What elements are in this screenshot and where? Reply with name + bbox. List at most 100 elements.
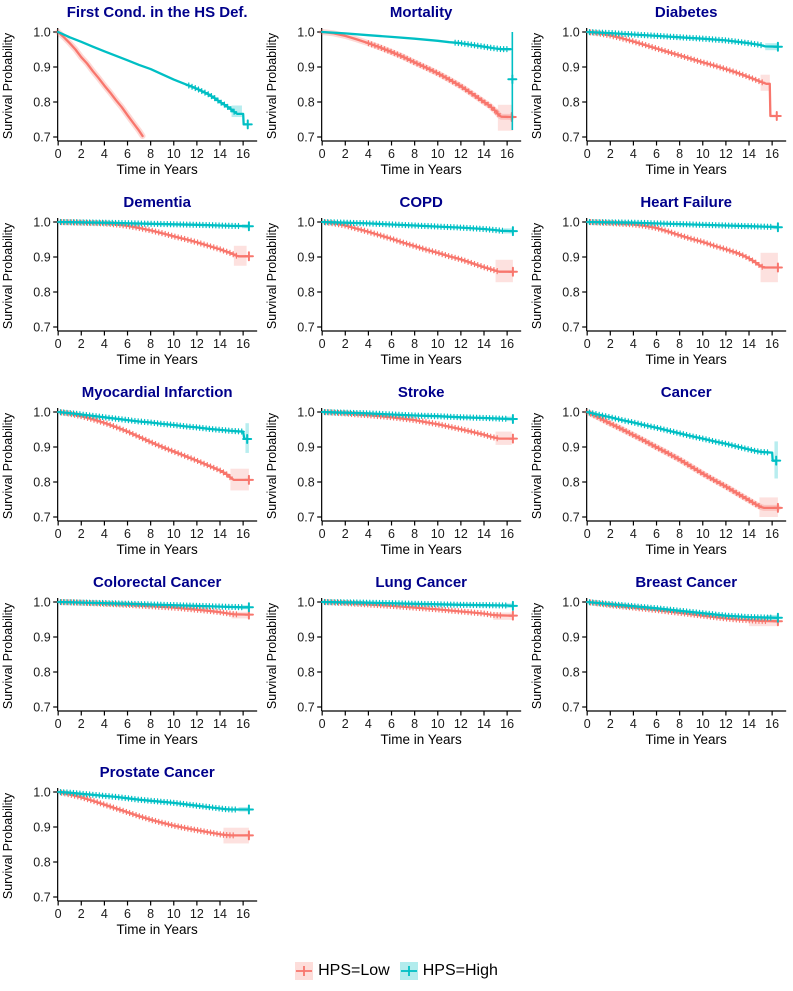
x-axis-title: Time in Years bbox=[381, 542, 463, 557]
censor-plus-icon bbox=[616, 34, 623, 41]
panel-title: Mortality bbox=[390, 4, 453, 21]
censor-plus-icon bbox=[484, 432, 491, 439]
censor-plus-icon bbox=[220, 247, 227, 254]
censor-plus-icon bbox=[110, 423, 117, 430]
y-tick-label: 0.7 bbox=[33, 320, 50, 334]
y-axis-title: Survival Probability bbox=[530, 222, 544, 329]
x-tick-label: 0 bbox=[583, 527, 590, 541]
end-censor-plus-icon bbox=[508, 226, 519, 237]
y-tick-label: 0.9 bbox=[33, 250, 50, 264]
x-tick-label: 2 bbox=[78, 527, 85, 541]
censor-plus-icon bbox=[181, 235, 188, 243]
censor-plus-icon bbox=[600, 416, 607, 424]
censor-plus-icon bbox=[414, 60, 421, 67]
censor-plus-icon bbox=[168, 821, 175, 829]
survival-panel: Colorectal Cancer 1.0 0.9 0.8 0.7 0 2 4 6 8 10 12 14… bbox=[0, 570, 264, 760]
y-tick-label: 0.9 bbox=[298, 440, 315, 454]
censor-plus-icon bbox=[458, 426, 466, 433]
censor-plus-icon bbox=[165, 446, 172, 453]
censor-plus-icon bbox=[384, 234, 391, 241]
censor-plus-icon bbox=[651, 224, 659, 231]
y-axis-title: Survival Probability bbox=[530, 32, 544, 139]
censor-marks bbox=[57, 409, 245, 435]
x-tick-label: 14 bbox=[742, 527, 756, 541]
censor-plus-icon bbox=[660, 426, 667, 433]
censor-plus-icon bbox=[631, 419, 638, 426]
censor-plus-icon bbox=[453, 80, 460, 87]
censor-plus-icon bbox=[204, 461, 211, 469]
censor-plus-icon bbox=[716, 480, 723, 487]
censor-plus-icon bbox=[716, 244, 723, 251]
censor-plus-icon bbox=[664, 228, 672, 235]
x-tick-label: 10 bbox=[695, 527, 709, 541]
censor-plus-icon bbox=[487, 266, 495, 273]
survival-panel: First Cond. in the HS Def. 1.0 0.9 0.8 0.7 0 2… bbox=[0, 0, 264, 190]
survival-plot-svg: Colorectal Cancer 1.0 0.9 0.8 0.7 0 2 4 6 8 10 12 14… bbox=[1, 574, 258, 747]
censor-marks bbox=[365, 40, 502, 118]
y-tick-label: 0.7 bbox=[562, 510, 579, 524]
survival-plot-svg: Prostate Cancer 1.0 0.9 0.8 0.7 0 2 4 6 8 10 12 14 16… bbox=[1, 764, 258, 937]
y-tick-label: 0.8 bbox=[298, 475, 315, 489]
end-censor-plus-icon bbox=[771, 111, 782, 121]
x-tick-label: 10 bbox=[431, 717, 445, 731]
censor-plus-icon bbox=[388, 48, 395, 55]
censor-plus-icon bbox=[107, 421, 114, 429]
censor-plus-icon bbox=[201, 89, 209, 96]
y-tick-label: 0.9 bbox=[298, 630, 315, 644]
censor-plus-icon bbox=[120, 426, 127, 433]
censor-plus-icon bbox=[648, 44, 655, 51]
censor-plus-icon bbox=[661, 47, 668, 55]
end-censor-plus-icon bbox=[507, 74, 518, 85]
x-tick-label: 16 bbox=[765, 717, 779, 731]
x-axis-title: Time in Years bbox=[381, 732, 463, 747]
censor-plus-icon bbox=[136, 224, 143, 232]
censor-plus-icon bbox=[671, 230, 678, 237]
x-tick-label: 6 bbox=[388, 147, 395, 161]
y-tick-label: 0.8 bbox=[33, 475, 50, 489]
censor-plus-icon bbox=[664, 48, 672, 56]
censor-plus-icon bbox=[198, 87, 205, 95]
censor-plus-icon bbox=[171, 448, 179, 456]
censor-plus-icon bbox=[752, 76, 759, 83]
censor-plus-icon bbox=[706, 474, 714, 482]
x-tick-label: 4 bbox=[101, 527, 108, 541]
censor-plus-icon bbox=[139, 435, 146, 442]
x-tick-label: 2 bbox=[342, 147, 349, 161]
x-tick-label: 12 bbox=[190, 527, 204, 541]
x-tick-label: 10 bbox=[431, 147, 445, 161]
x-tick-label: 4 bbox=[101, 337, 108, 351]
x-tick-label: 6 bbox=[388, 527, 395, 541]
censor-marks bbox=[322, 219, 501, 275]
censor-plus-icon bbox=[616, 425, 623, 432]
censor-plus-icon bbox=[381, 233, 388, 240]
confidence-band bbox=[748, 618, 778, 627]
censor-plus-icon bbox=[655, 45, 662, 53]
x-axis-title: Time in Years bbox=[645, 352, 727, 367]
censor-plus-icon bbox=[427, 66, 434, 73]
censor-plus-icon bbox=[77, 794, 85, 801]
censor-plus-icon bbox=[223, 248, 230, 255]
censor-plus-icon bbox=[149, 816, 156, 824]
censor-plus-icon bbox=[725, 441, 732, 448]
x-tick-label: 12 bbox=[454, 337, 468, 351]
x-tick-label: 6 bbox=[388, 717, 395, 731]
censor-plus-icon bbox=[671, 453, 678, 461]
x-tick-label: 8 bbox=[147, 147, 154, 161]
x-tick-label: 8 bbox=[411, 717, 418, 731]
censor-plus-icon bbox=[439, 422, 446, 429]
censor-plus-icon bbox=[194, 239, 201, 246]
censor-plus-icon bbox=[619, 426, 626, 433]
y-tick-label: 0.8 bbox=[562, 285, 579, 299]
x-tick-label: 2 bbox=[606, 147, 613, 161]
censor-plus-icon bbox=[621, 417, 628, 424]
censor-plus-icon bbox=[224, 103, 231, 110]
survival-panel: Cancer 1.0 0.9 0.8 0.7 0 2 4 6 8 10 12 14 16 Survival … bbox=[529, 380, 793, 570]
x-axis-title: Time in Years bbox=[381, 162, 463, 177]
y-tick-label: 0.8 bbox=[33, 665, 50, 679]
censor-plus-icon bbox=[674, 51, 681, 59]
censor-plus-icon bbox=[97, 418, 104, 425]
censor-plus-icon bbox=[372, 42, 379, 49]
censor-plus-icon bbox=[495, 110, 502, 118]
censor-plus-icon bbox=[468, 259, 475, 267]
